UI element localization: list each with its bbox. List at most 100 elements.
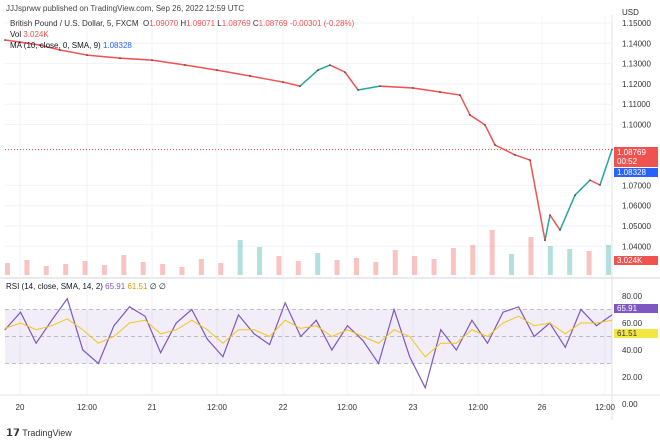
rsi-sma-point <box>502 322 504 324</box>
price-segment <box>529 159 546 241</box>
rsi-sma-point <box>191 319 193 321</box>
rsi-point <box>440 329 442 331</box>
rsi-value: 65.91 <box>105 282 126 291</box>
rsi-sma-point <box>533 325 535 327</box>
bar-countdown: 00:52 <box>617 157 638 166</box>
rsi-point <box>97 363 99 364</box>
rsi-sma-value: 61.51 <box>127 282 148 291</box>
price-segment <box>549 214 561 231</box>
price-point <box>599 184 601 186</box>
price-point <box>119 57 121 59</box>
price-point <box>299 85 301 87</box>
price-segment <box>344 71 359 91</box>
ma-value: 1.08328 <box>102 41 132 50</box>
rsi-sma-point <box>346 329 348 331</box>
price-point <box>529 159 531 161</box>
rsi-sma-point <box>471 329 473 331</box>
rsi-point <box>518 306 520 308</box>
price-point <box>544 239 546 242</box>
tradingview-logo[interactable]: 𝟭𝟳 TradingView <box>6 428 72 439</box>
volume-bar <box>606 245 611 275</box>
time-tick-label: 12:00 <box>468 403 489 412</box>
rsi-point <box>206 338 208 340</box>
rsi-point <box>346 325 348 327</box>
rsi-sma-point <box>378 342 380 344</box>
rsi-point <box>533 336 535 337</box>
price-tick-label: 1.10000 <box>622 121 651 130</box>
rsi-point <box>595 325 597 327</box>
rsi-sma-point <box>409 336 411 337</box>
rsi-point <box>284 302 286 304</box>
volume-bar <box>198 259 204 275</box>
volume-bar <box>470 245 476 275</box>
logo-text: TradingView <box>22 428 72 438</box>
rsi-point <box>502 311 504 313</box>
price-segment <box>412 87 441 93</box>
rsi-sma-point <box>424 356 426 358</box>
price-tick-label: 1.12000 <box>622 80 651 89</box>
volume-bar <box>179 267 185 275</box>
rsi-sma-badge: 61.51 <box>614 329 658 338</box>
high-value: 1.09071 <box>186 19 216 28</box>
rsi-point <box>455 349 457 351</box>
volume-bar <box>43 266 49 275</box>
price-tick-label: 1.13000 <box>622 60 651 69</box>
volume-bar <box>412 256 418 275</box>
rsi-point <box>486 342 488 344</box>
price-badge: 1.08769 00:52 <box>614 147 658 167</box>
rsi-sma-point <box>144 319 146 321</box>
time-tick-label: 12:00 <box>207 403 228 412</box>
price-segment <box>4 39 21 43</box>
volume-bar <box>257 247 263 275</box>
price-point <box>559 229 561 231</box>
price-tick-label: 1.05000 <box>622 222 651 231</box>
rsi-point <box>580 309 582 310</box>
price-segment <box>439 91 461 96</box>
volume-bar <box>218 263 224 275</box>
rsi-point <box>362 340 364 342</box>
symbol-legend: British Pound / U.S. Dollar, 5, FXCM O1.… <box>10 19 354 28</box>
rsi-sma-point <box>564 333 566 335</box>
price-point <box>589 179 591 181</box>
rsi-badge: 65.91 <box>614 304 658 313</box>
close-value: 1.08769 <box>258 19 288 28</box>
volume-label: Vol <box>10 30 22 39</box>
price-point <box>469 114 471 116</box>
rsi-sma-point <box>97 342 99 344</box>
open-label: O <box>142 19 150 28</box>
price-segment <box>249 75 284 83</box>
rsi-point <box>160 352 162 354</box>
rsi-point <box>611 314 613 316</box>
price-segment <box>184 64 218 71</box>
rsi-sma-point <box>580 322 582 324</box>
volume-bar <box>567 249 573 275</box>
volume-bar <box>24 260 30 275</box>
price-point <box>357 89 359 91</box>
rsi-point <box>393 309 395 310</box>
price-tick-label: 1.11000 <box>622 100 651 109</box>
volume-bar <box>5 263 10 275</box>
volume-bar <box>509 254 515 275</box>
rsi-sma-point <box>269 336 271 337</box>
price-segment <box>494 144 516 156</box>
published-note: JJJsprww published on TradingView.com, S… <box>6 4 245 13</box>
rsi-point <box>222 356 224 358</box>
rsi-sma-point <box>206 329 208 331</box>
volume-bar <box>353 258 359 275</box>
rsi-sma-line <box>4 315 613 358</box>
volume-bar <box>528 237 534 275</box>
open-value: 1.09070 <box>149 19 179 28</box>
rsi-point <box>424 387 426 389</box>
time-tick-label: 12:00 <box>595 403 616 412</box>
price-segment <box>282 81 301 87</box>
volume-bar <box>101 265 107 275</box>
price-segment <box>317 64 331 71</box>
price-tick-label: 1.07000 <box>622 181 651 190</box>
rsi-sma-point <box>237 329 239 331</box>
volume-bar <box>547 246 553 275</box>
rsi-legend: RSI (14, close, SMA, 14, 2) 65.91 61.51 … <box>6 282 166 291</box>
rsi-sma-point <box>440 342 442 344</box>
rsi-sma-point <box>222 342 224 344</box>
rsi-point <box>66 298 68 300</box>
